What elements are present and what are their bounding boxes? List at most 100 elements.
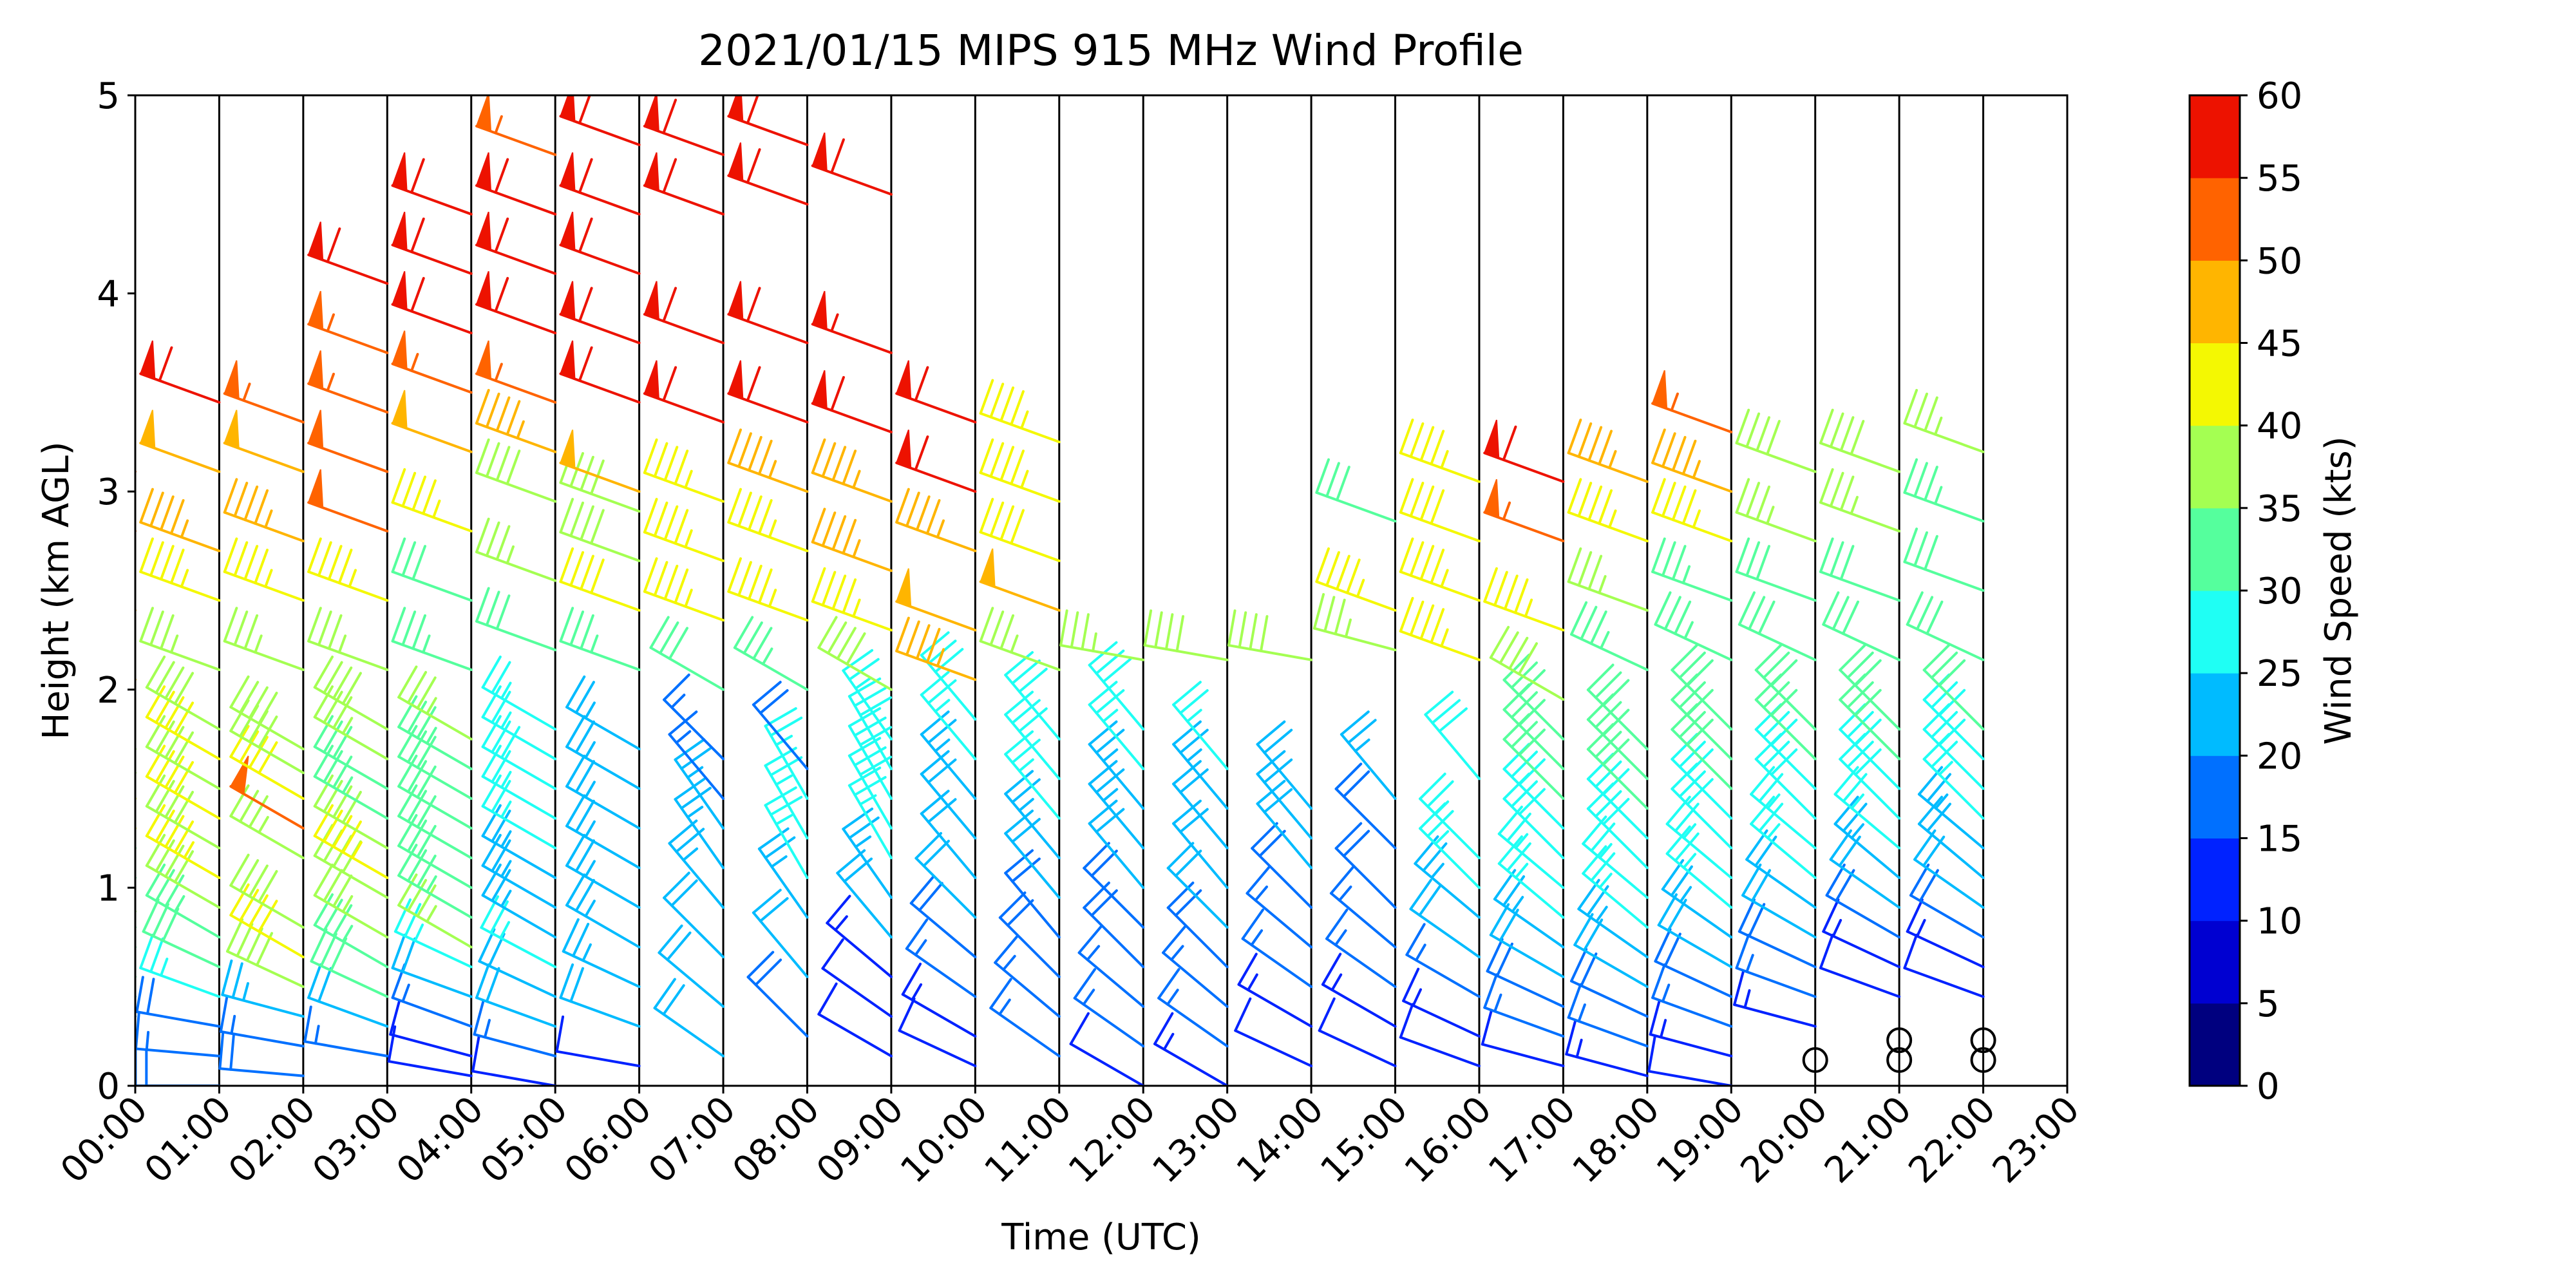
barb-flag — [1422, 842, 1448, 872]
wind-barb — [1340, 710, 1397, 800]
barb-flag — [500, 726, 521, 759]
barb-half-flag — [1412, 988, 1422, 1007]
barb-flag — [757, 499, 773, 535]
barb-shaft — [764, 764, 809, 840]
barb-flag — [757, 439, 773, 476]
barb-shaft — [668, 733, 725, 800]
barb-flag — [1405, 923, 1426, 956]
barb-flag — [258, 692, 278, 725]
wind-barb — [1822, 898, 1901, 969]
barb-half-flag — [768, 460, 777, 479]
wind-barb — [481, 774, 557, 849]
barb-flag — [748, 564, 762, 601]
barb-flag — [1011, 739, 1041, 764]
barb-flag — [759, 897, 789, 923]
wind-barb — [391, 607, 473, 672]
barb-flag — [145, 864, 166, 897]
barb-flag — [1854, 688, 1882, 717]
barb-flag — [752, 889, 782, 914]
barb-half-flag — [1916, 918, 1926, 938]
barb-shaft — [653, 1007, 725, 1057]
barb-half-flag — [670, 694, 686, 709]
barb-shaft — [1329, 892, 1397, 949]
barb-flag — [590, 509, 605, 545]
barb-half-flag — [500, 889, 512, 908]
barb-flag — [658, 924, 683, 954]
wind-barb — [223, 478, 305, 543]
barb-shaft — [565, 785, 641, 830]
wind-barb — [1088, 720, 1145, 810]
barb-flag — [979, 498, 994, 534]
calm-circle — [1802, 1047, 1828, 1074]
colorbar-segment — [2190, 591, 2240, 674]
barb-flag — [1686, 659, 1714, 687]
barb-shaft — [1256, 772, 1313, 840]
barb-flag — [1839, 475, 1855, 511]
barb-flag — [1762, 681, 1790, 709]
barb-flag — [229, 724, 250, 758]
barb-flag — [475, 963, 490, 999]
barb-flag — [323, 690, 343, 724]
barb-flag — [1073, 968, 1097, 999]
barb-flag — [1580, 605, 1598, 641]
barb-flag — [1409, 878, 1432, 911]
barb-half-flag — [1679, 886, 1692, 904]
wind-barb — [1321, 952, 1397, 1028]
barb-half-flag — [852, 539, 861, 558]
barb-shaft — [480, 926, 557, 969]
colorbar-tick-label: 10 — [2257, 901, 2302, 943]
barb-pennant — [307, 469, 324, 509]
barb-half-flag — [1434, 830, 1450, 846]
barb-flag — [580, 554, 594, 591]
barb-flag — [895, 488, 910, 524]
barb-flag — [1839, 643, 1866, 672]
barb-flag — [219, 996, 229, 1033]
wind-barb — [1419, 802, 1481, 889]
barb-flag — [416, 855, 437, 888]
barb-shaft — [1754, 698, 1817, 761]
barb-pennant — [560, 340, 576, 380]
barb-shaft — [920, 654, 977, 721]
barb-flag — [1179, 808, 1209, 833]
barb-shaft — [649, 646, 725, 691]
wind-barb — [397, 724, 473, 800]
barb-shaft — [559, 639, 641, 672]
barb-flag — [752, 681, 782, 706]
barb-flag — [326, 227, 341, 263]
barb-flag — [754, 958, 782, 987]
wind-barb — [1754, 673, 1817, 761]
wind-barb — [1903, 527, 1985, 592]
barb-flag — [481, 656, 502, 689]
barb-half-flag — [1598, 574, 1607, 594]
barb-shaft — [471, 1070, 557, 1086]
barb-flag — [1903, 388, 1918, 425]
wind-barb — [229, 784, 305, 860]
barb-shaft — [1567, 1016, 1649, 1048]
barb-pennant — [643, 152, 659, 192]
barb-flag — [1018, 707, 1048, 733]
barb-flag — [1497, 835, 1523, 865]
barb-flag — [494, 158, 509, 194]
barb-flag — [1587, 426, 1603, 462]
barb-flag — [1081, 613, 1090, 650]
barb-flag — [391, 607, 406, 643]
barb-half-flag — [1356, 578, 1365, 598]
barb-flag — [491, 661, 511, 694]
barb-flag — [495, 446, 511, 482]
barb-shaft — [481, 775, 557, 820]
barb-half-flag — [1934, 416, 1943, 436]
barb-flag — [1906, 591, 1924, 626]
wind-barb — [674, 777, 725, 869]
y-tick-label: 5 — [97, 75, 120, 117]
barb-flag — [1665, 825, 1691, 855]
barb-flag — [397, 695, 418, 728]
barb-shaft — [481, 835, 557, 880]
barb-flag — [1602, 708, 1630, 737]
barb-shaft — [1143, 644, 1229, 661]
barb-flag — [1825, 864, 1846, 897]
barb-flag — [1004, 690, 1034, 716]
barb-shaft — [1315, 580, 1397, 612]
barb-shaft — [1004, 674, 1061, 741]
barb-half-flag — [911, 983, 923, 1001]
